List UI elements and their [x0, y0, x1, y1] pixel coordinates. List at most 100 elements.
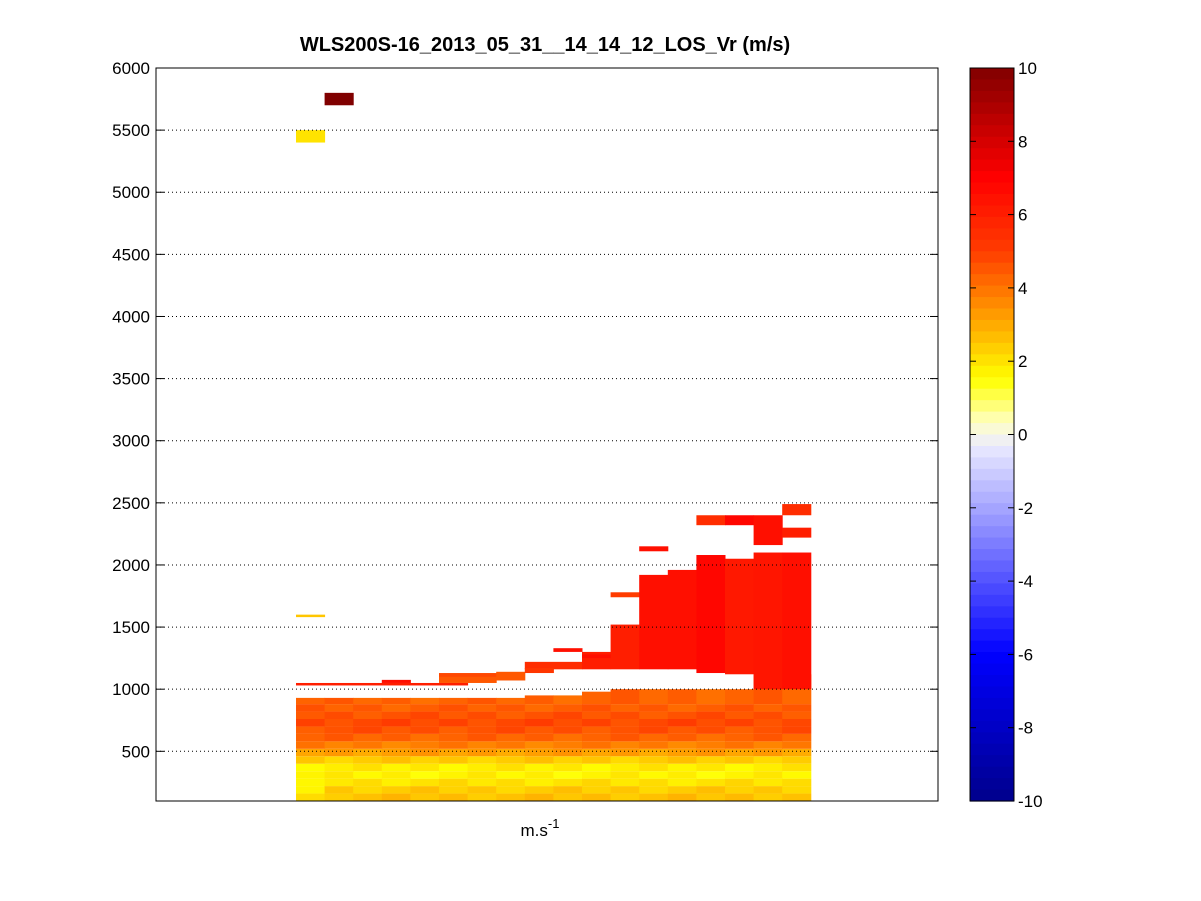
colorbar-swatch [970, 709, 1014, 722]
heatmap-cell [324, 704, 354, 712]
heatmap-cell [667, 711, 697, 720]
heatmap-cell [296, 697, 326, 705]
heatmap-cell [353, 726, 383, 734]
heatmap-cell [782, 756, 812, 764]
heatmap-cell [524, 763, 554, 772]
heatmap-cell [582, 711, 612, 720]
colorbar-swatch [970, 720, 1014, 733]
heatmap-cell [696, 689, 726, 705]
heatmap-cell [467, 741, 497, 749]
colorbar-swatch [970, 274, 1014, 287]
heatmap-cell [296, 130, 326, 143]
heatmap-cell [553, 748, 583, 757]
heatmap-cell [496, 704, 526, 712]
heatmap-cell [353, 793, 383, 801]
heatmap-cell [782, 748, 812, 757]
heatmap-cell [381, 726, 411, 734]
colorbar-swatch [970, 503, 1014, 516]
heatmap-cell [610, 748, 640, 757]
heatmap-cell [496, 711, 526, 720]
colorbar-swatch [970, 159, 1014, 172]
heatmap-cell [439, 763, 469, 772]
heatmap-cell [296, 778, 326, 787]
colorbar-swatch [970, 102, 1014, 115]
heatmap-cell [782, 786, 812, 794]
colorbar-tick-label: 10 [1018, 59, 1037, 78]
colorbar-swatch [970, 514, 1014, 527]
heatmap-cell [410, 786, 440, 794]
heatmap-cell [410, 763, 440, 772]
heatmap-cell [439, 673, 497, 677]
colorbar-swatch [970, 789, 1014, 802]
heatmap-cell [753, 741, 783, 749]
heatmap-cell [639, 748, 669, 757]
heatmap-cell [610, 741, 640, 749]
colorbar-tick-label: 0 [1018, 426, 1027, 445]
colorbar-swatch [970, 79, 1014, 92]
heatmap-cell [524, 748, 554, 757]
colorbar-swatch [970, 697, 1014, 710]
heatmap-cell [296, 726, 326, 734]
heatmap-cell [782, 763, 812, 772]
colorbar-swatch [970, 136, 1014, 149]
heatmap-cell [610, 763, 640, 772]
heatmap-cell [696, 786, 726, 794]
heatmap-cell [439, 719, 469, 727]
colorbar-swatch [970, 583, 1014, 596]
heatmap-cell [667, 726, 697, 734]
colorbar-swatch [970, 285, 1014, 298]
heatmap-cell [782, 778, 812, 787]
heatmap-cell [496, 733, 526, 742]
heatmap-cell [725, 733, 755, 742]
heatmap-cell [753, 756, 783, 764]
colorbar-swatch [970, 113, 1014, 126]
heatmap-cell [725, 741, 755, 749]
heatmap-cell [381, 679, 411, 683]
colorbar-tick-label: 8 [1018, 132, 1027, 151]
colorbar-swatch [970, 594, 1014, 607]
heatmap-cell [324, 92, 354, 106]
heatmap-cell [296, 793, 326, 801]
heatmap-cell [381, 756, 411, 764]
y-tick-label: 1500 [112, 618, 150, 637]
heatmap-cell [753, 726, 783, 734]
heatmap-cell [467, 793, 497, 801]
heatmap-cell [582, 741, 612, 749]
heatmap-cell [496, 793, 526, 801]
heatmap-cell [496, 748, 526, 757]
heatmap-cell [725, 726, 755, 734]
heatmap-cell [667, 778, 697, 787]
colorbar-swatch [970, 686, 1014, 699]
heatmap-cell [324, 741, 354, 749]
colorbar-swatch [970, 90, 1014, 103]
heatmap-cell [353, 786, 383, 794]
colorbar-swatch [970, 640, 1014, 653]
heatmap-cell [782, 771, 812, 779]
heatmap-cell [439, 793, 469, 801]
heatmap-cell [667, 793, 697, 801]
heatmap-cell [639, 546, 669, 552]
heatmap-cell [524, 719, 554, 727]
heatmap-cell [782, 711, 812, 720]
heatmap-cell [667, 719, 697, 727]
heatmap-cell [467, 719, 497, 727]
heatmap-cell [782, 704, 812, 712]
heatmap-cell [410, 704, 440, 712]
heatmap-cell [324, 726, 354, 734]
heatmap-cell [410, 711, 440, 720]
heatmap-cell [553, 741, 583, 749]
heatmap-cell [496, 726, 526, 734]
heatmap-cell [467, 704, 497, 712]
colorbar-swatch [970, 434, 1014, 447]
heatmap-cell [524, 756, 554, 764]
colorbar-swatch [970, 216, 1014, 229]
heatmap-cell [524, 786, 554, 794]
heatmap-cell [324, 719, 354, 727]
y-axis: 500 1000 1500 2000 2500 3000 3500 4000 4500 5000 5… [112, 59, 938, 761]
x-axis-label-base: m.s [521, 821, 548, 840]
heatmap-cell [610, 689, 640, 705]
heatmap-cell [553, 704, 583, 712]
heatmap-cell [496, 756, 526, 764]
heatmap-cell [496, 671, 526, 681]
heatmap-cell [524, 778, 554, 787]
